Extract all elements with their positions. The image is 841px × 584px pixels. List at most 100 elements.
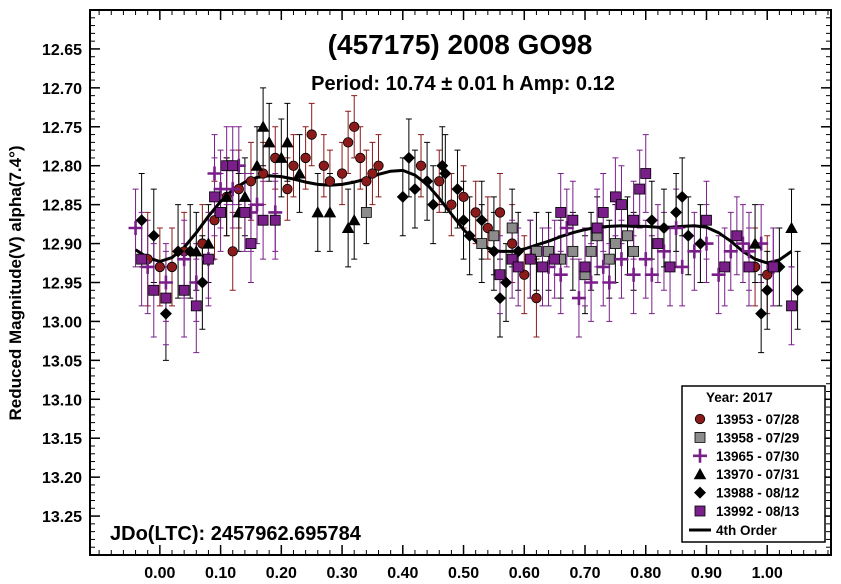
- y-tick-label-4: 12.85: [42, 198, 82, 215]
- fit-curve: [134, 168, 793, 265]
- y-tick-label-2: 12.75: [42, 120, 82, 137]
- point-s4-p14: [475, 214, 488, 227]
- legend-marker-1: [694, 431, 706, 443]
- point-s2-p32: [742, 244, 757, 259]
- point-s1-p0: [360, 207, 372, 218]
- point-s0-p15: [306, 129, 317, 140]
- point-s0-p19: [342, 137, 354, 148]
- point-s1-p2: [488, 230, 500, 242]
- point-s5-p18: [537, 261, 548, 273]
- point-s1-p7: [567, 245, 579, 257]
- fit-curve-group: [134, 168, 793, 265]
- point-s0-p1: [154, 261, 165, 273]
- point-s0-p18: [336, 168, 348, 179]
- point-s5-p15: [506, 253, 518, 265]
- point-s1-p14: [628, 245, 640, 257]
- point-s0-p5: [209, 215, 220, 226]
- point-s0-p24: [373, 160, 384, 171]
- legend-box: [681, 385, 826, 543]
- point-s5-p33: [719, 261, 731, 273]
- legend-marker-3: [693, 467, 707, 480]
- point-s2-p24: [656, 244, 671, 259]
- point-s0-p29: [470, 207, 481, 218]
- point-s5-p7: [215, 207, 226, 218]
- y-tick-label-12: 13.25: [42, 509, 82, 526]
- point-s1-p4: [531, 245, 542, 257]
- point-s3-p4: [238, 190, 252, 202]
- point-s2-p29: [711, 267, 726, 282]
- point-s5-p10: [239, 207, 251, 218]
- point-s4-p16: [493, 292, 506, 305]
- point-s5-p35: [743, 261, 755, 273]
- x-tick-label-1: 0.10: [205, 565, 236, 582]
- point-s3-p7: [262, 136, 276, 148]
- point-s4-p7: [408, 183, 421, 196]
- point-s0-p25: [415, 160, 427, 171]
- point-s0-p33: [519, 269, 530, 280]
- point-s5-p4: [190, 300, 202, 312]
- point-s2-p26: [675, 259, 690, 274]
- point-s4-p1: [147, 229, 160, 242]
- legend-label-1: 13958 - 07/29: [716, 430, 799, 445]
- point-s4-p27: [761, 284, 774, 297]
- x-tick-label-0: 0.00: [144, 565, 175, 582]
- point-s5-p29: [640, 168, 652, 179]
- chart-subtitle: Period: 10.74 ± 0.01 h Amp: 0.12: [311, 73, 615, 95]
- point-s0-p20: [349, 121, 360, 132]
- point-s2-p25: [669, 221, 684, 235]
- point-s0-p17: [324, 176, 336, 187]
- point-s1-p9: [585, 245, 597, 257]
- point-s0-p23: [367, 168, 378, 179]
- point-s5-p17: [524, 253, 536, 265]
- point-s4-p6: [396, 190, 409, 203]
- point-s4-p31: [402, 151, 415, 164]
- jd-annotation: JDo(LTC): 2457962.695784: [110, 523, 362, 545]
- chart-title: (457175) 2008 GO98: [328, 29, 593, 60]
- point-s0-p9: [245, 176, 257, 187]
- x-tick-label-2: 0.20: [266, 565, 297, 582]
- point-s2-p1: [140, 259, 155, 274]
- point-s2-p30: [723, 244, 738, 259]
- point-s3-p15: [748, 237, 762, 249]
- point-s5-p3: [178, 284, 190, 296]
- point-s3-p14: [347, 213, 361, 226]
- point-s5-p9: [227, 160, 239, 172]
- point-s5-p28: [634, 183, 646, 195]
- y-axis-label: Reduced Magnitude(V) alpha(7.4°): [6, 145, 25, 420]
- x-tick-label-7: 0.70: [569, 565, 600, 582]
- point-s4-p29: [791, 284, 804, 297]
- point-s5-p19: [549, 253, 561, 265]
- point-s4-p22: [670, 206, 683, 219]
- x-tick-label-3: 0.30: [326, 565, 357, 582]
- point-s5-p6: [209, 191, 220, 203]
- legend-fit-label: 4th Order: [716, 523, 778, 538]
- point-s2-p11: [250, 197, 265, 212]
- point-s5-p2: [160, 292, 172, 304]
- point-s5-p14: [494, 269, 506, 281]
- y-tick-label-5: 12.90: [42, 237, 82, 254]
- legend-label-3: 13970 - 07/31: [716, 467, 800, 482]
- point-s0-p22: [361, 176, 372, 187]
- legend-items: 13953 - 07/28 13958 - 07/29 13965 - 07/30 1…: [693, 412, 800, 519]
- point-s2-p20: [614, 252, 629, 267]
- point-s2-p18: [596, 259, 611, 274]
- point-s4-p23: [676, 190, 689, 203]
- point-s0-p27: [446, 199, 457, 210]
- y-tick-label-0: 12.65: [42, 42, 82, 59]
- point-s3-p16: [785, 221, 798, 233]
- point-s2-p19: [602, 275, 617, 290]
- point-s5-p26: [616, 199, 627, 211]
- point-s5-p11: [245, 238, 257, 249]
- point-s5-p0: [136, 253, 148, 265]
- legend-marker-5: [694, 505, 706, 517]
- point-s2-p6: [207, 166, 222, 181]
- legend-title: Year: 2017: [706, 390, 773, 405]
- data-points: [128, 120, 804, 320]
- point-s2-p8: [225, 182, 240, 197]
- point-s0-p30: [482, 222, 493, 234]
- point-s4-p21: [657, 222, 670, 234]
- point-s0-p14: [300, 152, 311, 164]
- x-tick-label-9: 0.90: [691, 565, 722, 582]
- point-s4-p15: [487, 245, 500, 258]
